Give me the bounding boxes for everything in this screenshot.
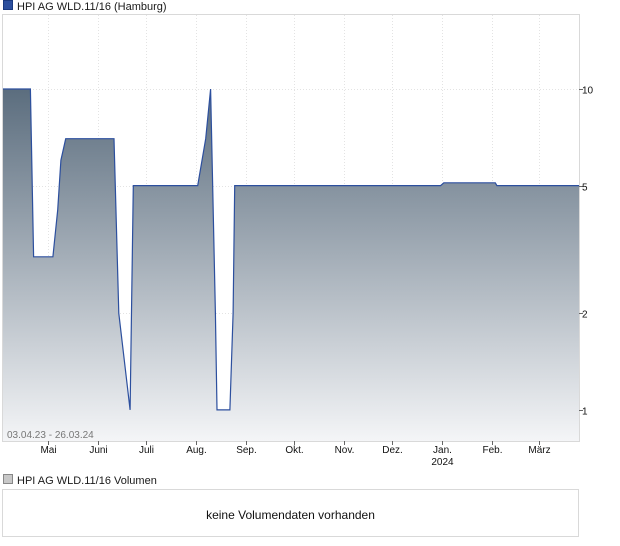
x-tick-label: Sep. — [236, 445, 257, 456]
x-tick-year-label: 2024 — [431, 457, 454, 468]
volume-legend: HPI AG WLD.11/16 Volumen — [3, 474, 157, 488]
price-line — [3, 88, 579, 411]
x-tick-label: Juni — [89, 445, 107, 456]
volume-legend-label: HPI AG WLD.11/16 Volumen — [17, 475, 157, 487]
x-tick-label: Nov. — [335, 445, 355, 456]
x-tick-label: Feb. — [482, 445, 502, 456]
x-tick-label: Jan. — [433, 445, 452, 456]
y-tick-label: 5 — [582, 183, 588, 194]
y-tick-label: 1 — [582, 407, 588, 418]
price-legend-swatch — [3, 0, 13, 10]
x-tick-label: Juli — [139, 445, 154, 456]
price-legend-label: HPI AG WLD.11/16 (Hamburg) — [17, 1, 167, 13]
x-tick-label: Aug. — [186, 445, 207, 456]
volume-empty-message: keine Volumendaten vorhanden — [206, 508, 375, 522]
y-axis: 10 5 2 1 — [579, 86, 594, 418]
y-tick-label: 10 — [582, 86, 594, 97]
volume-legend-swatch — [3, 474, 13, 484]
x-tick-label: Dez. — [382, 445, 403, 456]
date-range-label: 03.04.23 - 26.03.24 — [7, 430, 94, 441]
volume-panel: keine Volumendaten vorhanden — [2, 489, 579, 537]
price-area — [3, 89, 579, 441]
x-axis: Mai Juni Juli Aug. Sep. Okt. Nov. Dez. Jan.2024 F… — [40, 441, 551, 468]
y-tick-label: 2 — [582, 310, 588, 321]
price-legend: HPI AG WLD.11/16 (Hamburg) — [3, 0, 167, 14]
x-tick-label: März — [528, 445, 550, 456]
price-chart: 10 5 2 1 Mai Juni Juli Aug. Sep. Okt. Nov. Dez. Jan… — [2, 14, 594, 468]
x-tick-label: Mai — [40, 445, 56, 456]
x-tick-label: Okt. — [285, 445, 303, 456]
